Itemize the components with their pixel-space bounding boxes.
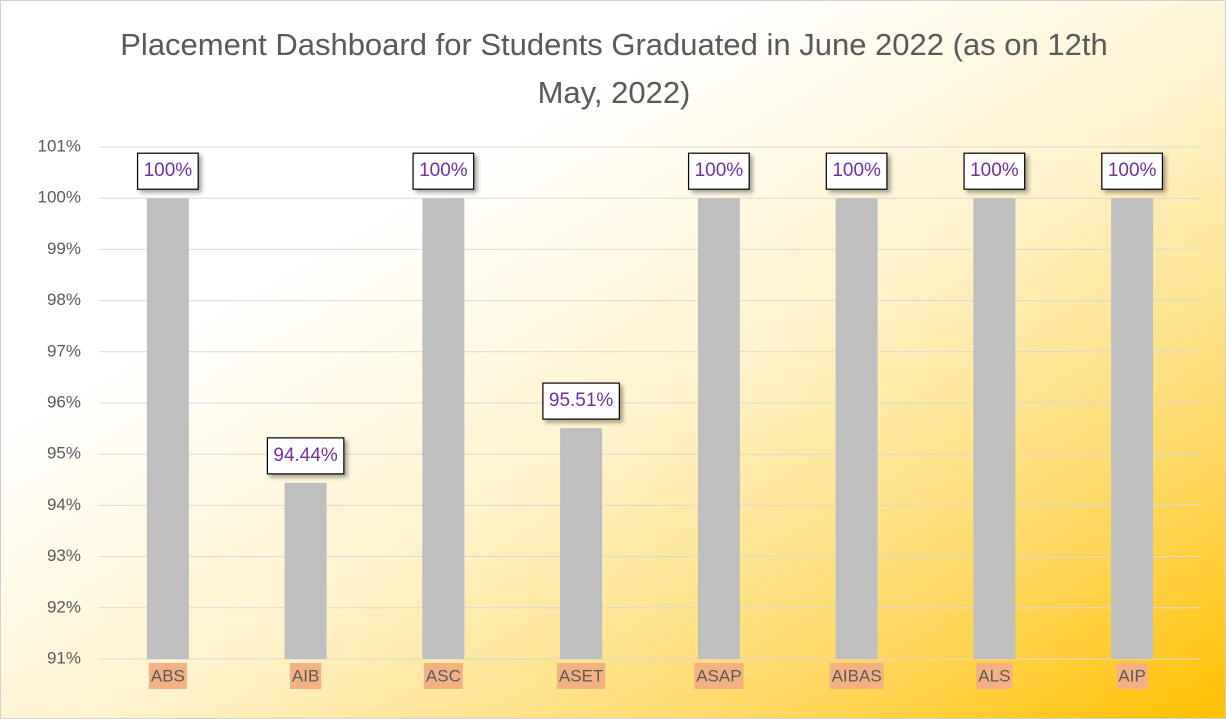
- data-label-box: [136, 152, 199, 190]
- bar: [973, 198, 1016, 659]
- bar: [560, 428, 603, 659]
- data-label-box: [412, 152, 475, 190]
- x-label-background: [556, 663, 606, 689]
- x-tick-label: AIBAS: [832, 666, 882, 685]
- bar: [284, 482, 327, 659]
- y-tick-label: 94%: [47, 495, 81, 514]
- data-label: 100%: [144, 160, 193, 181]
- y-tick-label: 101%: [38, 136, 81, 155]
- x-label-background: [976, 663, 1013, 689]
- data-label: 100%: [832, 160, 881, 181]
- y-tick-label: 98%: [47, 290, 81, 309]
- x-tick-label: AIB: [292, 666, 319, 685]
- x-tick-label: AIP: [1118, 666, 1145, 685]
- x-tick-label: ASAP: [696, 666, 741, 685]
- y-tick-label: 99%: [47, 239, 81, 258]
- bar: [835, 198, 878, 659]
- data-label: 100%: [970, 160, 1019, 181]
- data-label: 100%: [1108, 160, 1157, 181]
- data-label: 94.44%: [273, 445, 338, 466]
- x-tick-label: ABS: [151, 666, 185, 685]
- y-tick-label: 91%: [47, 648, 81, 667]
- data-label: 95.51%: [549, 390, 614, 411]
- y-tick-label: 93%: [47, 546, 81, 565]
- y-tick-label: 100%: [38, 188, 81, 207]
- data-label-box: [687, 152, 750, 190]
- x-tick-label: ASET: [559, 666, 603, 685]
- y-tick-label: 92%: [47, 597, 81, 616]
- y-tick-label: 97%: [47, 341, 81, 360]
- x-label-background: [829, 663, 884, 689]
- data-label-box: [542, 382, 620, 420]
- x-tick-label: ASC: [426, 666, 461, 685]
- data-label: 100%: [695, 160, 744, 181]
- bar: [422, 198, 465, 659]
- x-label-background: [1116, 663, 1148, 689]
- bar: [697, 198, 740, 659]
- data-label-box: [1101, 152, 1164, 190]
- data-label-box: [266, 437, 345, 475]
- x-label-background: [694, 663, 744, 689]
- x-label-background: [289, 663, 322, 689]
- bar: [1111, 198, 1154, 659]
- bar: [146, 198, 189, 659]
- data-label: 100%: [419, 160, 468, 181]
- y-tick-label: 95%: [47, 444, 81, 463]
- x-label-background: [148, 663, 187, 689]
- data-label-box: [825, 152, 888, 190]
- y-tick-label: 96%: [47, 392, 81, 411]
- chart-title: Placement Dashboard for Students Graduat…: [120, 27, 1108, 110]
- data-label-box: [963, 152, 1026, 190]
- x-tick-label: ALS: [978, 666, 1010, 685]
- x-label-background: [423, 663, 463, 689]
